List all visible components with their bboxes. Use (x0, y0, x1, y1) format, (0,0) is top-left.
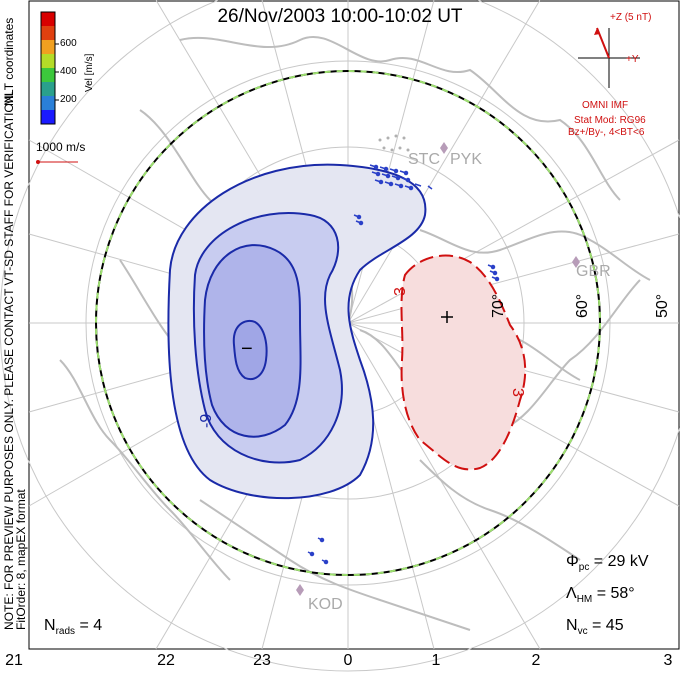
colorbar-label: Vel [m/s] (84, 53, 95, 92)
page-title: 26/Nov/2003 10:00-10:02 UT (217, 6, 463, 27)
plot-frame (28, 0, 680, 650)
imf-condition-label: Bz+/By-, 4<BT<6 (568, 127, 645, 138)
colorbar-segment (41, 26, 55, 40)
lat-label-70: 70° (490, 293, 507, 318)
lat-label-50: 50° (654, 293, 671, 318)
colorbar-tick-400: 400 (60, 66, 77, 77)
pyk-station-marker (440, 142, 448, 154)
colorbar-segment (41, 82, 55, 96)
fit-order-note: FitOrder: 8, mapEX format (14, 489, 28, 630)
stat-mod-label: Stat Mod: RG96 (574, 115, 646, 126)
colorbar-segment (41, 40, 55, 54)
omni-imf-label: OMNI IMF (582, 100, 629, 111)
min-potential-marker: − (241, 338, 253, 360)
colorbar-segment (41, 96, 55, 110)
colorbar-segment (41, 54, 55, 68)
ref-vector-label: 1000 m/s (36, 140, 86, 154)
mlt-tick-21: 21 (5, 652, 23, 669)
colorbar-segment (41, 110, 55, 124)
colorbar-tick-600: 600 (60, 38, 77, 49)
ref-vector-dot (36, 160, 40, 164)
lat-label-60: 60° (574, 293, 591, 318)
mlt-tick-1: 1 (431, 652, 441, 669)
nvc-stat: Nvc = 45 (566, 617, 624, 638)
velocity-vectors (307, 164, 500, 565)
imf-y-label: +Y (626, 54, 639, 65)
positive-potential-cell (400, 254, 527, 471)
station-gbr: GBR (576, 263, 611, 280)
colorbar (41, 12, 55, 124)
imf-z-label: +Z (5 nT) (610, 12, 652, 23)
contour-label-pos: 3 (392, 287, 409, 296)
mlt-tick-22: 22 (157, 652, 175, 669)
data-points (378, 134, 410, 152)
imf-arrowhead (594, 28, 600, 35)
mlt-meridians (28, 0, 680, 650)
contour-label-neg: -9 (198, 413, 215, 428)
mlt-tick-2: 2 (531, 652, 541, 669)
mlt-tick-23: 23 (253, 652, 271, 669)
colorbar-ticks (55, 43, 59, 101)
station-stc: STC (408, 151, 440, 168)
mlt-tick-0: 0 (343, 652, 353, 669)
colorbar-frame (40, 11, 56, 125)
colorbar-tick-200: 200 (60, 94, 77, 105)
negative-potential-cell (167, 163, 427, 500)
station-kod: KOD (308, 596, 343, 613)
gbr-station-marker (572, 256, 580, 268)
coastlines (59, 36, 651, 631)
mlt-tick-3: 3 (663, 652, 673, 669)
colorbar-segment (41, 68, 55, 82)
mlt-coords-label: MLT coordinates (2, 17, 16, 106)
contour-label-pos-2: 3 (509, 388, 526, 397)
colorbar-segment (41, 12, 55, 26)
station-pyk: PYK (450, 151, 483, 168)
kod-station-marker (296, 584, 304, 596)
lambda-hm-stat: ΛHM = 58° (566, 585, 635, 606)
nrads-stat: Nrads = 4 (44, 617, 103, 638)
phi-pc-stat: Φpc = 29 kV (566, 553, 649, 574)
hm-boundary-dash (95, 70, 601, 576)
